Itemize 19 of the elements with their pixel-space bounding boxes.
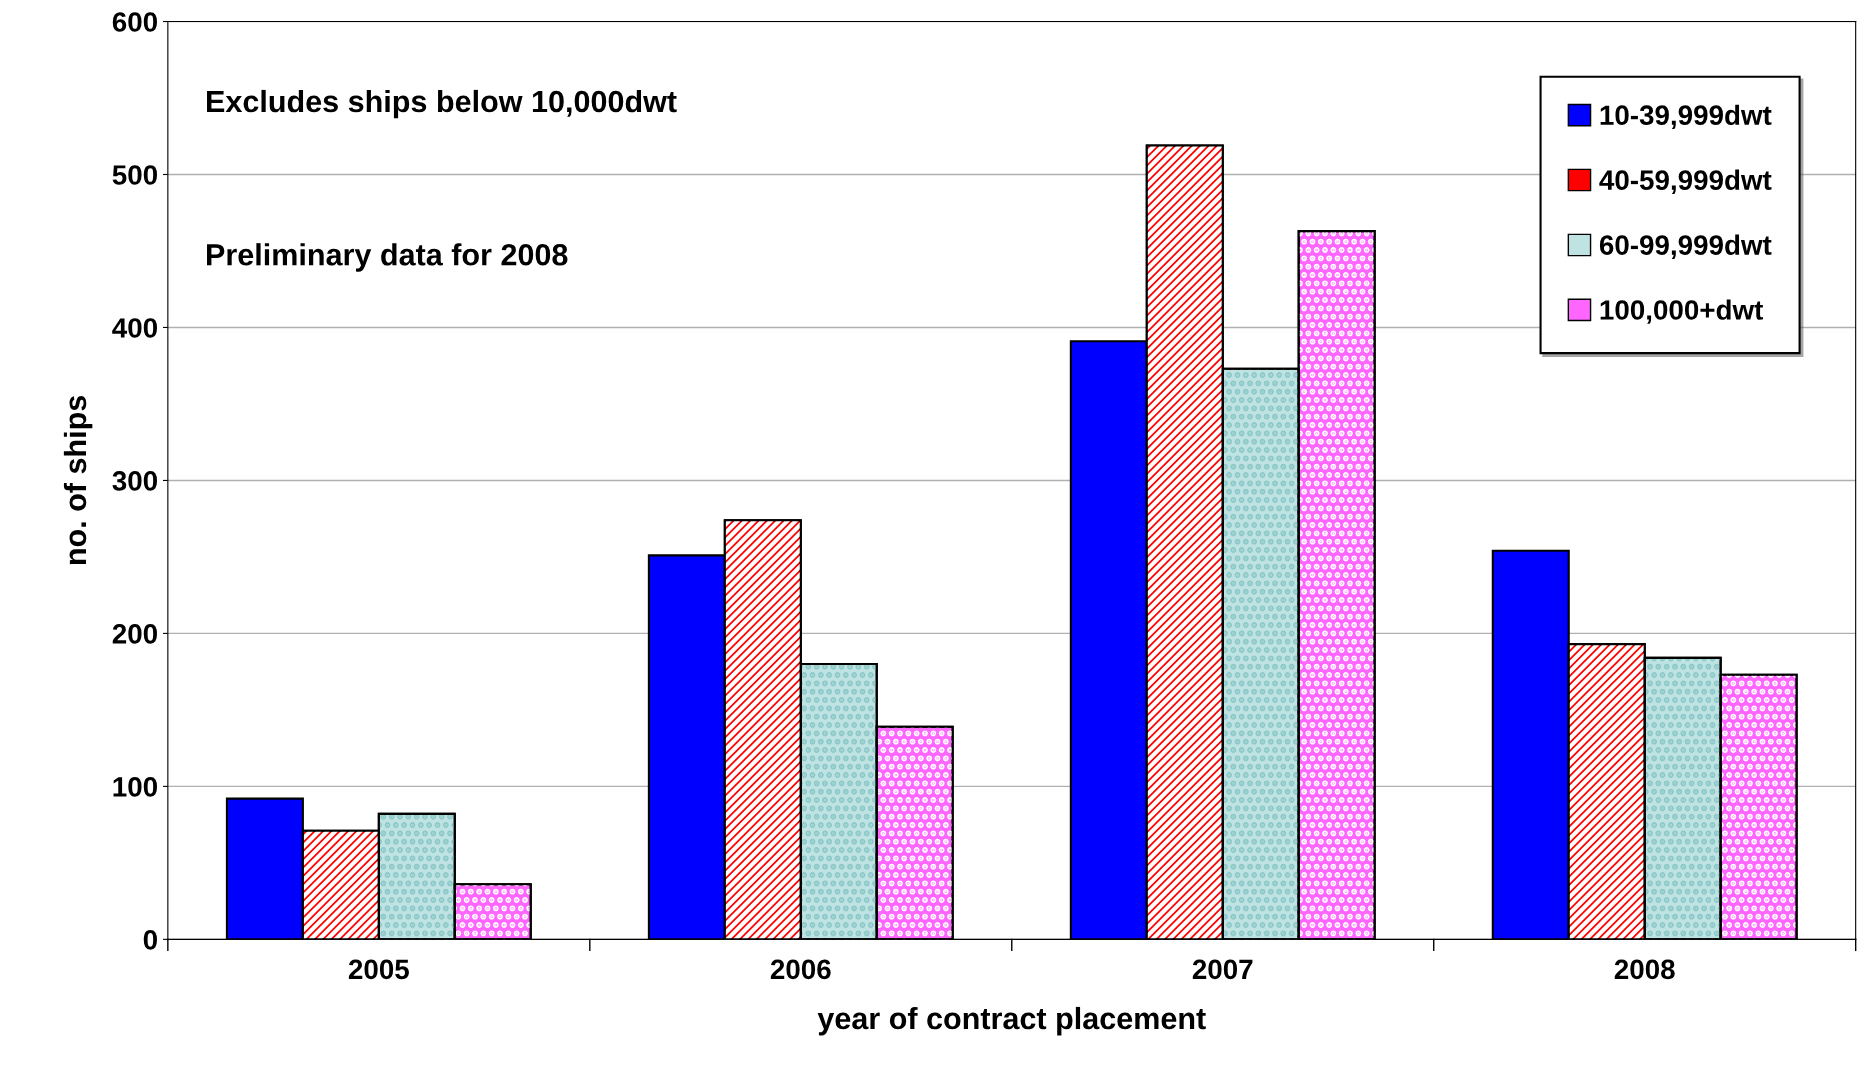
annotation: Preliminary data for 2008	[207, 243, 568, 272]
x-tick-label: 2007	[1192, 959, 1253, 980]
y-tick-label: 400	[112, 318, 157, 338]
y-tick-label: 300	[112, 471, 157, 491]
y-tick-label: 100	[113, 777, 157, 797]
y-tick-label: 200	[112, 624, 157, 644]
legend-label: 100,000+dwt	[1600, 299, 1764, 324]
x-axis-title: year of contract placement	[817, 1006, 1206, 1036]
legend-label: 60-99,999dwt	[1599, 234, 1772, 259]
y-axis-title: no. of ships	[63, 395, 93, 565]
legend-label: 40-59,999dwt	[1599, 169, 1772, 194]
x-tick-label: 2005	[348, 959, 409, 980]
x-tick-label: 2006	[770, 959, 831, 980]
y-tick-label: 0	[143, 930, 157, 950]
y-tick-label: 500	[112, 165, 157, 185]
y-tick-label: 600	[112, 12, 157, 32]
x-tick-label: 2008	[1614, 959, 1675, 980]
legend-label: 10-39,999dwt	[1600, 104, 1772, 130]
annotation: Excludes ships below 10,000dwt	[207, 89, 677, 119]
